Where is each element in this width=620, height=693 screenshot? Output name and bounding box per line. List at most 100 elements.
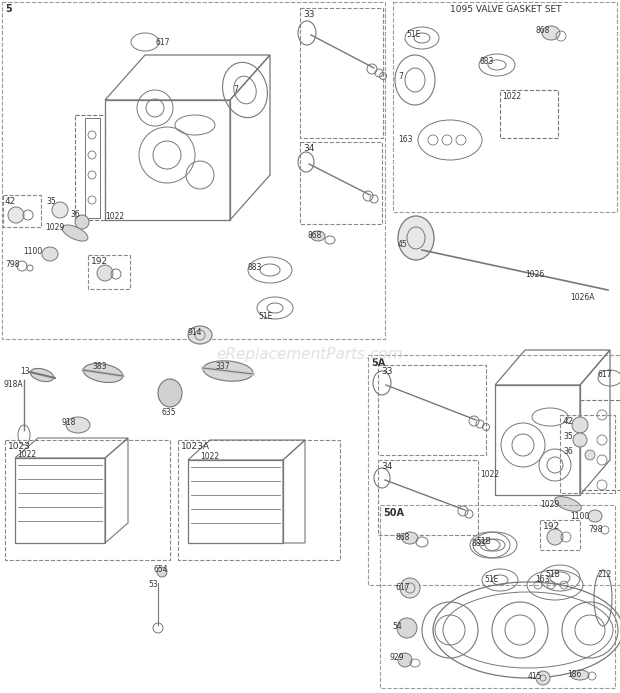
Text: eReplacementParts.com: eReplacementParts.com (216, 347, 404, 362)
Text: 868: 868 (308, 231, 322, 240)
Ellipse shape (42, 247, 58, 261)
Ellipse shape (75, 215, 89, 229)
Text: 54: 54 (392, 622, 402, 631)
Ellipse shape (30, 369, 54, 382)
Text: 1026A: 1026A (570, 293, 595, 302)
Text: 36: 36 (70, 210, 80, 219)
Ellipse shape (66, 417, 90, 433)
Ellipse shape (588, 510, 602, 522)
Text: 1029: 1029 (540, 500, 559, 509)
Text: 617: 617 (598, 370, 613, 379)
Text: 5: 5 (5, 4, 12, 14)
Bar (178, 440, 340, 560)
Circle shape (398, 653, 412, 667)
Bar (378, 365, 486, 455)
Text: 868: 868 (395, 533, 409, 542)
Text: 51E: 51E (406, 30, 420, 39)
Ellipse shape (97, 265, 113, 281)
Bar (393, 2, 617, 212)
Text: 192: 192 (543, 522, 560, 531)
Text: 5A: 5A (371, 358, 385, 368)
Text: 1022: 1022 (480, 470, 499, 479)
Ellipse shape (542, 26, 560, 40)
Text: 7: 7 (398, 72, 403, 81)
Text: 1026: 1026 (525, 270, 544, 279)
Text: 918A: 918A (3, 380, 22, 389)
Text: 883: 883 (248, 263, 262, 272)
Bar (368, 355, 620, 585)
Text: 798: 798 (588, 525, 603, 534)
Text: 35: 35 (563, 432, 573, 441)
Text: 337: 337 (215, 362, 229, 371)
Text: 51E: 51E (484, 575, 498, 584)
Text: 42: 42 (5, 197, 16, 206)
Text: 13: 13 (20, 367, 30, 376)
Text: 45: 45 (398, 240, 408, 249)
Text: 36: 36 (563, 447, 573, 456)
Ellipse shape (573, 433, 587, 447)
Text: 654: 654 (153, 565, 167, 574)
Text: 868: 868 (535, 26, 549, 35)
Ellipse shape (400, 578, 420, 598)
Text: 617: 617 (155, 38, 169, 47)
Text: 192: 192 (91, 257, 108, 266)
Ellipse shape (158, 379, 182, 407)
Text: 35: 35 (46, 197, 56, 206)
Bar (500, 90, 558, 138)
Text: 1022: 1022 (200, 452, 219, 461)
Bar (15, 458, 105, 543)
Text: 918: 918 (62, 418, 76, 427)
Ellipse shape (547, 529, 563, 545)
Bar (380, 505, 615, 688)
Text: 798: 798 (5, 260, 19, 269)
Ellipse shape (311, 231, 325, 241)
Text: 51E: 51E (258, 312, 272, 321)
Ellipse shape (402, 532, 418, 544)
Text: 1022: 1022 (105, 212, 124, 221)
Ellipse shape (397, 618, 417, 638)
Ellipse shape (188, 326, 212, 344)
Bar (3, 195, 41, 227)
Text: 635: 635 (162, 408, 177, 417)
Text: 50A: 50A (383, 508, 404, 518)
Text: 914: 914 (188, 328, 203, 337)
Text: 1100: 1100 (570, 512, 589, 521)
Text: 51B: 51B (476, 537, 491, 546)
Text: 1029: 1029 (45, 223, 64, 232)
Ellipse shape (571, 670, 589, 680)
Circle shape (585, 450, 595, 460)
Text: 883: 883 (472, 539, 486, 548)
Ellipse shape (398, 216, 434, 260)
Bar (2, 2, 385, 339)
Text: 1023A: 1023A (181, 442, 210, 451)
Text: 34: 34 (303, 144, 314, 153)
Text: 33: 33 (381, 367, 392, 376)
Ellipse shape (203, 361, 253, 381)
Text: 1100: 1100 (23, 247, 42, 256)
Text: 1022: 1022 (17, 450, 36, 459)
Bar (5, 440, 170, 560)
Text: 42: 42 (563, 417, 574, 426)
Text: 1095 VALVE GASKET SET: 1095 VALVE GASKET SET (450, 5, 562, 14)
Text: 1023: 1023 (8, 442, 31, 451)
Ellipse shape (8, 207, 24, 223)
Text: 34: 34 (381, 462, 392, 471)
Circle shape (536, 671, 550, 685)
Ellipse shape (555, 497, 582, 511)
Text: 415: 415 (528, 672, 542, 681)
Bar (188, 460, 283, 543)
Bar (300, 142, 382, 224)
Bar (560, 415, 615, 493)
Text: 51B: 51B (545, 570, 560, 579)
Ellipse shape (157, 567, 167, 577)
Text: 163: 163 (398, 135, 412, 144)
Text: 929: 929 (390, 653, 404, 662)
Ellipse shape (62, 225, 88, 241)
Text: 186: 186 (567, 670, 582, 679)
Text: 383: 383 (92, 362, 107, 371)
Text: 53: 53 (148, 580, 157, 589)
Text: 1022: 1022 (502, 92, 521, 101)
Text: 33: 33 (303, 10, 314, 19)
Text: 883: 883 (480, 57, 494, 66)
Text: 163: 163 (535, 575, 549, 584)
